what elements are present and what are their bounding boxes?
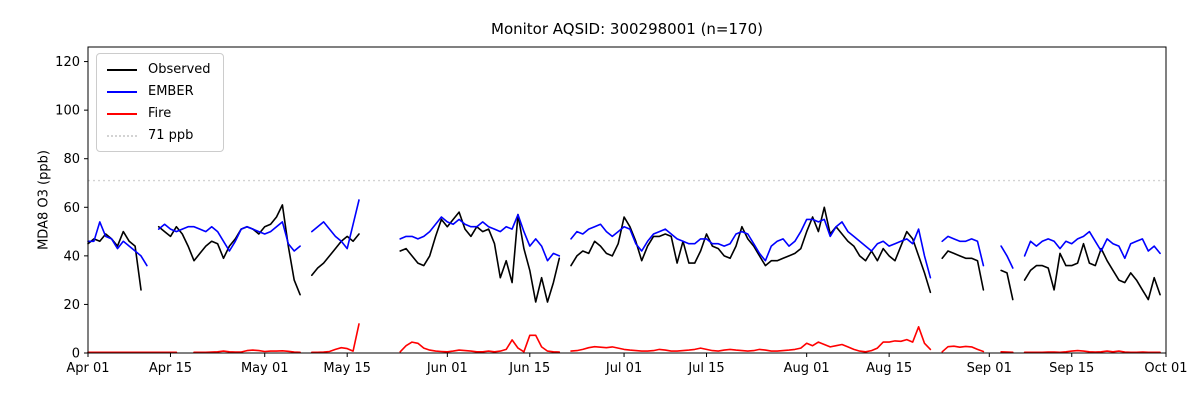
x-tick-label: Jun 01 xyxy=(426,361,468,376)
series-line-observed xyxy=(399,211,561,303)
legend-label-observed: Observed xyxy=(148,62,211,77)
legend-item-threshold: 71 ppb xyxy=(107,128,211,143)
x-tick-label: Jul 01 xyxy=(605,361,642,376)
legend-item-ember: EMBER xyxy=(107,84,211,99)
series-line-fire xyxy=(193,349,301,354)
y-tick-label: 80 xyxy=(63,152,80,167)
series-line-ember xyxy=(941,235,985,267)
y-tick-label: 0 xyxy=(72,347,80,362)
series-line-observed xyxy=(310,233,360,277)
series-line-observed xyxy=(941,250,985,291)
series-line-ember xyxy=(570,218,932,279)
x-tick-label: Jun 15 xyxy=(508,361,550,376)
y-tick-label: 120 xyxy=(55,55,80,70)
y-axis-label: MDA8 O3 (ppb) xyxy=(36,150,52,250)
legend-label-ember: EMBER xyxy=(148,84,194,99)
observed-line-sample xyxy=(107,68,137,71)
y-tick-label: 20 xyxy=(63,298,80,313)
series-line-fire xyxy=(570,325,932,353)
y-tick-label: 100 xyxy=(55,104,80,119)
x-tick-label: Sep 01 xyxy=(967,361,1012,376)
series-line-observed xyxy=(1023,242,1161,301)
x-tick-label: Apr 01 xyxy=(66,361,109,376)
legend-label-threshold: 71 ppb xyxy=(148,128,194,143)
x-tick-label: Aug 15 xyxy=(866,361,912,376)
legend-label-fire: Fire xyxy=(148,106,172,121)
ember-line-sample xyxy=(107,90,137,93)
series-line-observed xyxy=(157,204,301,296)
series-line-ember xyxy=(1023,230,1161,260)
x-tick-label: May 15 xyxy=(323,361,371,376)
series-line-ember xyxy=(310,199,360,250)
legend-item-observed: Observed xyxy=(107,62,211,77)
x-tick-label: Oct 01 xyxy=(1144,361,1187,376)
x-tick-label: Jul 15 xyxy=(687,361,724,376)
series-line-fire xyxy=(941,345,985,353)
series-line-ember xyxy=(1000,245,1014,269)
series-line-fire xyxy=(1023,349,1161,354)
series-line-ember xyxy=(87,221,148,267)
threshold-line-sample xyxy=(107,134,137,137)
series-line-fire xyxy=(1000,350,1014,354)
x-tick-label: May 01 xyxy=(241,361,289,376)
x-tick-label: Aug 01 xyxy=(784,361,830,376)
series-line-fire xyxy=(399,334,561,353)
legend: Observed EMBER Fire 71 ppb xyxy=(96,53,224,152)
y-tick-label: 60 xyxy=(63,201,80,216)
chart-title: Monitor AQSID: 300298001 (n=170) xyxy=(491,20,763,38)
fire-line-sample xyxy=(107,112,137,115)
series-line-ember xyxy=(399,213,561,262)
x-tick-label: Apr 15 xyxy=(149,361,192,376)
series-line-observed xyxy=(570,206,932,294)
legend-item-fire: Fire xyxy=(107,106,211,121)
series-line-observed xyxy=(87,230,142,291)
x-tick-label: Sep 15 xyxy=(1049,361,1094,376)
y-tick-label: 40 xyxy=(63,249,80,264)
series-line-fire xyxy=(310,323,360,354)
series-line-observed xyxy=(1000,269,1014,301)
plot-frame xyxy=(87,46,1167,354)
series-line-ember xyxy=(157,221,301,252)
